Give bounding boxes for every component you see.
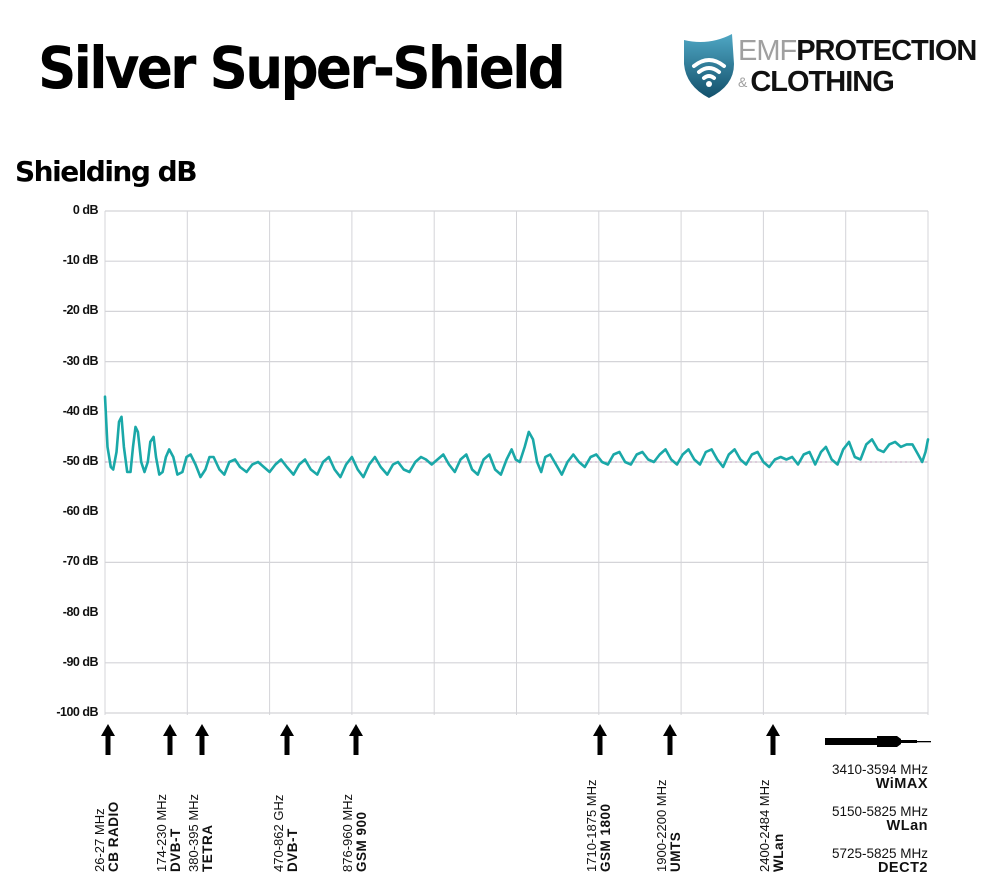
marker-name: WiMAX <box>875 776 928 792</box>
y-tick-label: -50 dB <box>62 454 99 468</box>
page-title: Silver Super-Shield <box>38 34 566 102</box>
brand-logo: EMFPROTECTION & CLOTHING <box>680 34 990 104</box>
y-tick-label: 0 dB <box>72 203 99 217</box>
marker-name: CB RADIO <box>106 801 121 872</box>
marker-name: GSM 1800 <box>598 803 613 872</box>
up-arrow-icon <box>593 724 607 755</box>
marker-frequency: 1710-1875 MHz <box>584 779 599 873</box>
marker-name: WLan <box>886 818 928 834</box>
logo-line-2: & CLOTHING <box>738 65 895 99</box>
marker-frequency: 174-230 MHz <box>154 793 169 872</box>
marker-frequency: 470-862 GHz <box>271 794 286 872</box>
logo-line-1: EMFPROTECTION <box>738 34 977 68</box>
marker-frequency: 1900-2200 MHz <box>654 779 669 873</box>
up-arrow-icon <box>349 724 363 755</box>
marker-name: DVB-T <box>168 828 183 872</box>
logo-emf: EMF <box>738 35 797 67</box>
y-tick-label: -60 dB <box>62 504 99 519</box>
y-tick-label: -30 dB <box>62 353 99 368</box>
logo-clothing: CLOTHING <box>750 66 894 98</box>
marker-name: DECT2 <box>877 860 928 876</box>
up-arrow-icon <box>101 724 115 755</box>
logo-protection: PROTECTION <box>796 35 977 67</box>
up-arrow-icon <box>195 724 209 755</box>
up-arrow-icon <box>766 724 780 755</box>
y-tick-label: -100 dB <box>56 705 98 719</box>
marker-name: TETRA <box>200 824 215 873</box>
continued-marker: 5725-5825 MHz DECT2 <box>832 846 928 876</box>
marker-name: GSM 900 <box>354 811 369 872</box>
marker-frequency: 3410-3594 MHz <box>831 762 928 777</box>
y-tick-label: -40 dB <box>62 403 99 418</box>
marker-frequency: 5725-5825 MHz <box>831 846 928 861</box>
long-arrow-right-icon <box>825 736 931 747</box>
marker-frequency: 2400-2484 MHz <box>757 779 772 873</box>
marker-frequency: 5150-5825 MHz <box>831 804 928 819</box>
y-tick-label: -90 dB <box>62 654 99 669</box>
marker-frequency: 26-27 MHz <box>92 808 107 872</box>
y-tick-label: -80 dB <box>62 604 99 619</box>
shielding-curve <box>103 395 930 479</box>
y-tick-label: -20 dB <box>62 303 99 318</box>
marker-name: WLan <box>771 833 786 872</box>
continued-marker: 3410-3594 MHz WiMAX <box>832 762 928 792</box>
marker-name: DVB-T <box>285 828 300 872</box>
up-arrow-icon <box>163 724 177 755</box>
y-tick-label: -10 dB <box>62 253 99 268</box>
marker-frequency: 380-395 MHz <box>186 793 201 872</box>
continued-marker: 5150-5825 MHz WLan <box>832 804 928 834</box>
up-arrow-icon <box>280 724 294 755</box>
up-arrow-icon <box>663 724 677 755</box>
wifi-shield-icon <box>684 34 734 98</box>
marker-frequency: 876-960 MHz <box>340 793 355 872</box>
marker-name: UMTS <box>668 831 683 872</box>
chart-title: Shielding dB <box>15 155 198 188</box>
y-tick-label: -70 dB <box>62 554 99 569</box>
logo-ampersand: & <box>738 74 747 90</box>
